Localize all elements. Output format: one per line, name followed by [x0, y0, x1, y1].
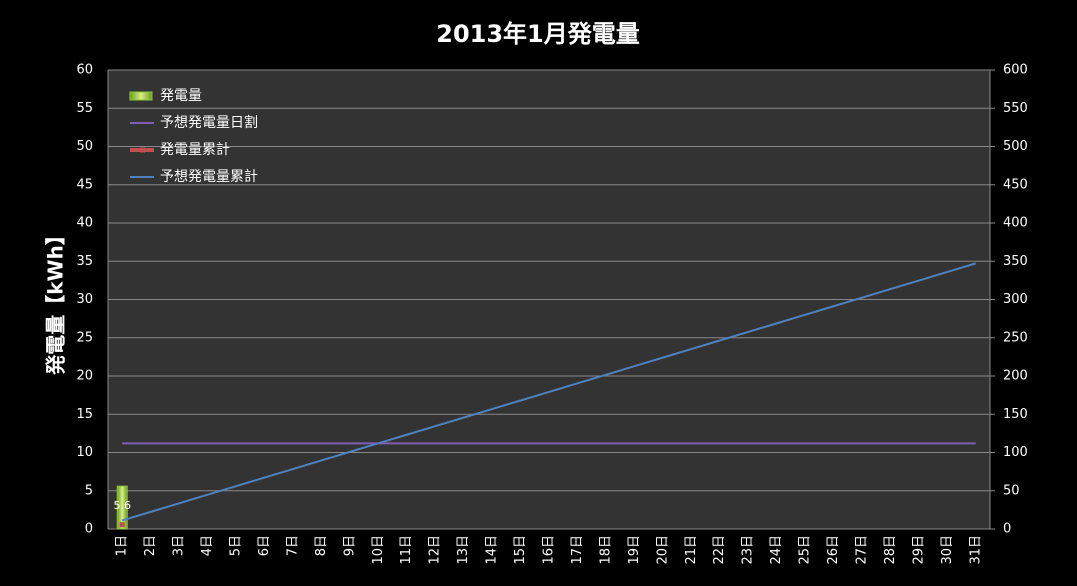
x-tick-label: 28日 — [883, 535, 898, 565]
line — [121, 262, 977, 522]
y-tick-label: 0 — [85, 522, 93, 537]
y-tick-label: 60 — [76, 63, 93, 78]
x-tick-label: 27日 — [854, 535, 869, 565]
y-tick-label: 55 — [76, 101, 93, 116]
legend-label: 発電量 — [160, 88, 202, 104]
x-tick-label: 23日 — [741, 535, 756, 565]
y-tick-label: 50 — [76, 139, 93, 154]
y2-tick-label: 250 — [1003, 330, 1028, 345]
y-tick-label: 40 — [76, 216, 93, 231]
y2-tick-label: 450 — [1003, 177, 1028, 192]
x-tick-label: 10日 — [371, 535, 386, 565]
y-tick-label: 45 — [76, 177, 93, 192]
x-tick-label: 15日 — [513, 535, 528, 565]
x-tick-label: 21日 — [684, 535, 699, 565]
x-tick-label: 29日 — [911, 535, 926, 565]
y-tick-label: 20 — [76, 369, 93, 384]
legend-label: 発電量累計 — [160, 142, 230, 158]
x-tick-label: 11日 — [399, 535, 414, 565]
y-tick-label: 5 — [85, 483, 93, 498]
y2-tick-label: 150 — [1003, 407, 1028, 422]
x-tick-label: 4日 — [200, 535, 215, 556]
x-tick-label: 18日 — [598, 535, 613, 565]
x-tick-label: 22日 — [712, 535, 727, 565]
y2-tick-label: 0 — [1003, 522, 1011, 537]
marker — [119, 522, 125, 528]
x-tick-label: 26日 — [826, 535, 841, 565]
legend-marker — [140, 147, 145, 153]
y2-tick-label: 350 — [1003, 254, 1028, 269]
y-tick-label: 25 — [76, 330, 93, 345]
x-tick-label: 25日 — [798, 535, 813, 565]
x-tick-label: 13日 — [456, 535, 471, 565]
y-axis-label: 発電量【kWh】 — [44, 225, 68, 376]
x-tick-label: 1日 — [115, 535, 130, 556]
x-tick-label: 2日 — [143, 535, 158, 556]
x-tick-label: 6日 — [257, 535, 272, 556]
y2-tick-label: 100 — [1003, 445, 1028, 460]
x-tick-label: 8日 — [314, 535, 329, 556]
legend-label: 予想発電量累計 — [160, 169, 258, 185]
y-tick-label: 15 — [76, 407, 93, 422]
legend-swatch — [129, 91, 153, 101]
x-tick-label: 7日 — [285, 535, 300, 556]
x-tick-label: 19日 — [627, 535, 642, 565]
x-tick-label: 31日 — [968, 535, 983, 565]
x-tick-label: 9日 — [342, 535, 357, 556]
chart-title: 2013年1月発電量 — [436, 20, 640, 48]
x-tick-label: 30日 — [940, 535, 955, 565]
y2-tick-label: 400 — [1003, 216, 1028, 231]
y2-tick-label: 550 — [1003, 101, 1028, 116]
y2-tick-label: 500 — [1003, 139, 1028, 154]
x-tick-label: 3日 — [172, 535, 187, 556]
x-tick-label: 17日 — [570, 535, 585, 565]
x-tick-label: 12日 — [428, 535, 443, 565]
y2-tick-label: 600 — [1003, 63, 1028, 78]
y2-tick-label: 300 — [1003, 292, 1028, 307]
y-tick-label: 10 — [76, 445, 93, 460]
x-tick-label: 20日 — [655, 535, 670, 565]
x-tick-label: 16日 — [542, 535, 557, 565]
data-label: 5.6 — [113, 499, 131, 512]
y-tick-label: 30 — [76, 292, 93, 307]
x-tick-label: 5日 — [229, 535, 244, 556]
y2-tick-label: 200 — [1003, 369, 1028, 384]
bar — [116, 485, 128, 530]
x-tick-label: 24日 — [769, 535, 784, 565]
y2-tick-label: 50 — [1003, 483, 1020, 498]
legend-label: 予想発電量日割 — [160, 114, 258, 131]
y-tick-label: 35 — [76, 254, 93, 269]
x-tick-label: 14日 — [485, 535, 500, 565]
